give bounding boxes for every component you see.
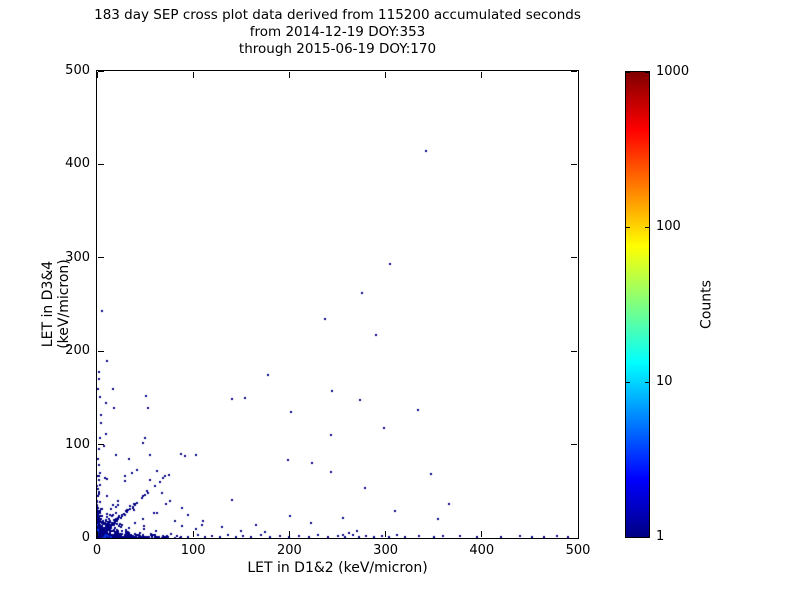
y-tick-label: 500 (65, 63, 90, 78)
x-tick-label: 400 (469, 543, 495, 558)
colorbar-label: Counts (698, 280, 715, 329)
x-axis-label: LET in D1&2 (keV/micron) (247, 560, 428, 576)
y-tick-mark (98, 537, 104, 539)
x-tick-mark-top (385, 72, 387, 78)
chart-title-line-3: through 2015-06-19 DOY:170 (238, 41, 437, 57)
y-tick-mark (98, 350, 104, 352)
colorbar-tick-mark-left (626, 71, 630, 73)
y-axis-label: LET in D3&4 (keV/micron) (40, 259, 72, 349)
plot-area (96, 70, 579, 539)
x-tick-mark-top (481, 72, 483, 78)
x-tick-label: 200 (276, 543, 302, 558)
chart-title-line-1: 183 day SEP cross plot data derived from… (94, 7, 581, 23)
colorbar-tick-mark-left (626, 381, 630, 383)
y-tick-mark (98, 257, 104, 259)
x-tick-mark-top (96, 72, 98, 78)
x-tick-mark-top (192, 72, 194, 78)
x-tick-mark (481, 531, 483, 537)
colorbar-tick-mark-left (626, 536, 630, 538)
x-tick-mark (577, 531, 579, 537)
chart-title: 183 day SEP cross plot data derived from… (94, 7, 581, 58)
x-tick-label: 0 (92, 543, 102, 558)
x-tick-label: 100 (180, 543, 206, 558)
y-tick-label: 0 (81, 530, 90, 545)
y-tick-label: 100 (65, 436, 90, 452)
y-tick-mark-right (571, 163, 577, 165)
x-tick-mark (192, 531, 194, 537)
colorbar-tick-label: 10 (656, 374, 673, 389)
y-tick-mark (98, 163, 104, 165)
colorbar-tick-mark (645, 71, 649, 73)
colorbar-tick-mark-left (626, 226, 630, 228)
x-tick-label: 500 (565, 543, 591, 558)
x-tick-mark (288, 531, 290, 537)
colorbar-tick-label: 1000 (656, 64, 690, 79)
x-tick-mark (385, 531, 387, 537)
y-tick-mark-right (571, 444, 577, 446)
colorbar-tick-mark (645, 536, 649, 538)
colorbar-tick-mark (645, 226, 649, 228)
y-tick-label: 200 (65, 343, 90, 359)
y-tick-mark (98, 70, 104, 72)
x-tick-mark-top (577, 72, 579, 78)
colorbar (625, 71, 650, 538)
x-tick-mark (96, 531, 98, 537)
colorbar-gradient (626, 72, 649, 537)
colorbar-tick-label: 100 (656, 219, 681, 234)
chart-title-line-2: from 2014-12-19 DOY:353 (249, 24, 426, 40)
x-tick-label: 300 (373, 543, 398, 558)
y-tick-mark-right (571, 537, 577, 539)
y-tick-mark-right (571, 70, 577, 72)
colorbar-tick-mark (645, 381, 649, 383)
scatter-points-canvas (97, 71, 578, 538)
y-tick-label: 300 (65, 249, 90, 265)
y-tick-mark (98, 444, 104, 446)
x-tick-mark-top (288, 72, 290, 78)
y-tick-mark-right (571, 350, 577, 352)
y-tick-mark-right (571, 257, 577, 259)
y-tick-label: 400 (65, 156, 90, 172)
colorbar-tick-label: 1 (656, 529, 665, 544)
